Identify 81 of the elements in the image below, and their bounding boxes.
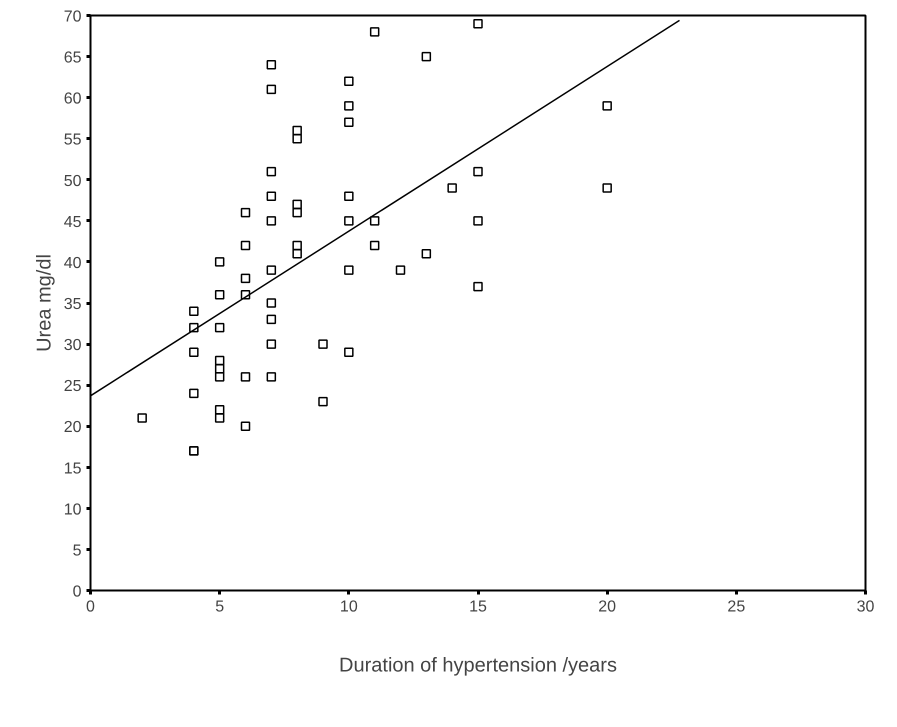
- point: [292, 248, 302, 258]
- point: [292, 126, 302, 136]
- y-tick-label: 10: [64, 501, 82, 518]
- y-tick-label: 30: [64, 337, 82, 354]
- point: [240, 372, 250, 382]
- point: [318, 339, 328, 349]
- point: [473, 216, 483, 226]
- y-tick-label: 45: [64, 214, 82, 231]
- x-axis-title: Duration of hypertension /years: [339, 654, 617, 676]
- point: [266, 314, 276, 324]
- x-tick-label: 20: [598, 598, 616, 616]
- x-tick-label: 30: [856, 598, 874, 616]
- point: [473, 282, 483, 292]
- point: [240, 240, 250, 250]
- y-tick-label: 35: [64, 296, 82, 313]
- point: [137, 413, 147, 423]
- x-tick-label: 15: [469, 598, 487, 616]
- point: [344, 191, 354, 201]
- point: [240, 421, 250, 431]
- point: [422, 248, 432, 258]
- point: [214, 405, 224, 415]
- point: [189, 322, 199, 332]
- point: [344, 76, 354, 86]
- y-tick-label: 40: [64, 254, 82, 272]
- point: [266, 191, 276, 201]
- point: [240, 208, 250, 218]
- point: [189, 306, 199, 316]
- point: [214, 364, 224, 374]
- point: [370, 240, 380, 250]
- y-tick-label: 5: [72, 542, 82, 560]
- point: [473, 166, 483, 176]
- point: [344, 265, 354, 275]
- point: [292, 240, 302, 250]
- point: [266, 60, 276, 70]
- point: [214, 257, 224, 267]
- point: [602, 183, 612, 193]
- x-tick-label: 10: [340, 598, 358, 616]
- y-tick-label: 55: [64, 132, 82, 149]
- point: [266, 298, 276, 308]
- point: [189, 388, 199, 398]
- point: [292, 134, 302, 144]
- point: [214, 372, 224, 382]
- y-tick-label: 60: [64, 90, 82, 108]
- point: [266, 372, 276, 382]
- point: [422, 52, 432, 62]
- point: [396, 265, 406, 275]
- point: [214, 356, 224, 366]
- point: [266, 216, 276, 226]
- point: [292, 208, 302, 218]
- point: [344, 101, 354, 111]
- point: [214, 413, 224, 423]
- point: [266, 339, 276, 349]
- x-tick-label: 5: [215, 598, 224, 616]
- point: [318, 396, 328, 406]
- point: [240, 290, 250, 300]
- point: [344, 118, 354, 128]
- y-tick-label: 50: [64, 172, 82, 190]
- point: [266, 166, 276, 176]
- y-tick-label: 25: [64, 378, 82, 396]
- x-tick-label: 25: [727, 598, 746, 616]
- y-tick-label: 70: [64, 8, 82, 26]
- point: [344, 348, 354, 358]
- y-tick-label: 15: [64, 460, 82, 478]
- y-tick-label: 0: [72, 584, 82, 600]
- point: [266, 84, 276, 94]
- point: [214, 322, 224, 332]
- point: [602, 101, 612, 111]
- point: [266, 265, 276, 275]
- point: [447, 183, 457, 193]
- point: [370, 216, 380, 226]
- point: [473, 18, 483, 28]
- x-tick-label: 0: [86, 598, 96, 616]
- point: [214, 290, 224, 300]
- point: [344, 216, 354, 226]
- point: [240, 274, 250, 284]
- point: [370, 27, 380, 37]
- point: [189, 348, 199, 358]
- y-tick-label: 65: [64, 50, 82, 67]
- y-tick-label: 20: [64, 419, 82, 436]
- y-axis-title: Urea mg/dl: [34, 254, 56, 352]
- point: [292, 200, 302, 210]
